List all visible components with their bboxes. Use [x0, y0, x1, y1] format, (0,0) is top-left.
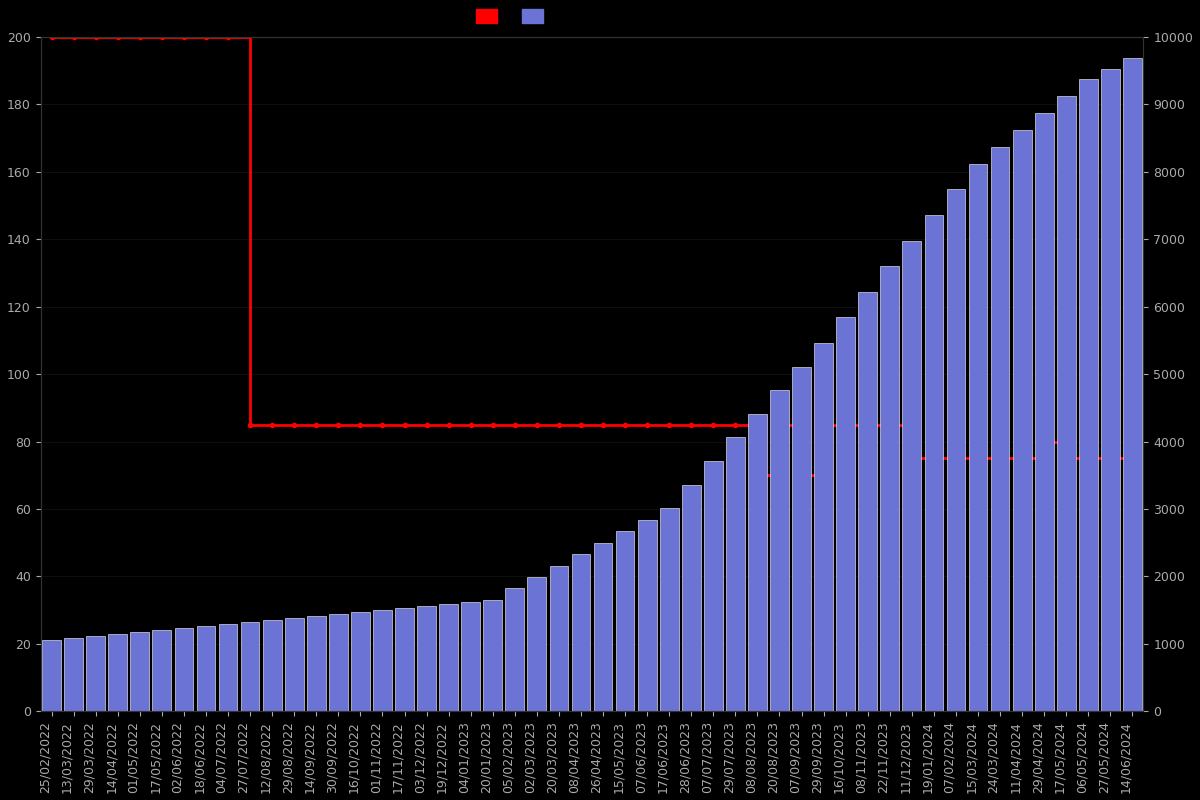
Bar [108, 634, 127, 711]
Bar [991, 147, 1009, 711]
Bar [395, 608, 414, 711]
Bar [1034, 113, 1054, 711]
Bar [1057, 96, 1075, 711]
Bar [218, 624, 238, 711]
Bar [329, 614, 348, 711]
Bar [284, 618, 304, 711]
Bar [924, 215, 943, 711]
Bar [748, 414, 767, 711]
Bar [858, 292, 877, 711]
Bar [616, 531, 635, 711]
Bar [152, 630, 172, 711]
Bar [792, 366, 811, 711]
Bar [881, 266, 899, 711]
Bar [439, 604, 458, 711]
Legend: , : , [470, 3, 559, 30]
Bar [947, 190, 965, 711]
Bar [86, 636, 106, 711]
Bar [352, 612, 370, 711]
Bar [836, 318, 856, 711]
Bar [241, 622, 259, 711]
Bar [307, 616, 325, 711]
Bar [197, 626, 215, 711]
Bar [660, 508, 678, 711]
Bar [550, 566, 569, 711]
Bar [594, 542, 612, 711]
Bar [42, 641, 61, 711]
Bar [505, 589, 524, 711]
Bar [373, 610, 392, 711]
Bar [902, 241, 922, 711]
Bar [528, 577, 546, 711]
Bar [968, 164, 988, 711]
Bar [461, 602, 480, 711]
Bar [131, 632, 149, 711]
Bar [1013, 130, 1032, 711]
Bar [418, 606, 436, 711]
Bar [704, 461, 722, 711]
Bar [815, 343, 833, 711]
Bar [682, 485, 701, 711]
Bar [1079, 79, 1098, 711]
Bar [726, 438, 745, 711]
Bar [174, 628, 193, 711]
Bar [263, 620, 282, 711]
Bar [571, 554, 590, 711]
Bar [1100, 69, 1120, 711]
Bar [1123, 58, 1142, 711]
Bar [484, 600, 502, 711]
Bar [770, 390, 788, 711]
Bar [637, 520, 656, 711]
Bar [65, 638, 83, 711]
